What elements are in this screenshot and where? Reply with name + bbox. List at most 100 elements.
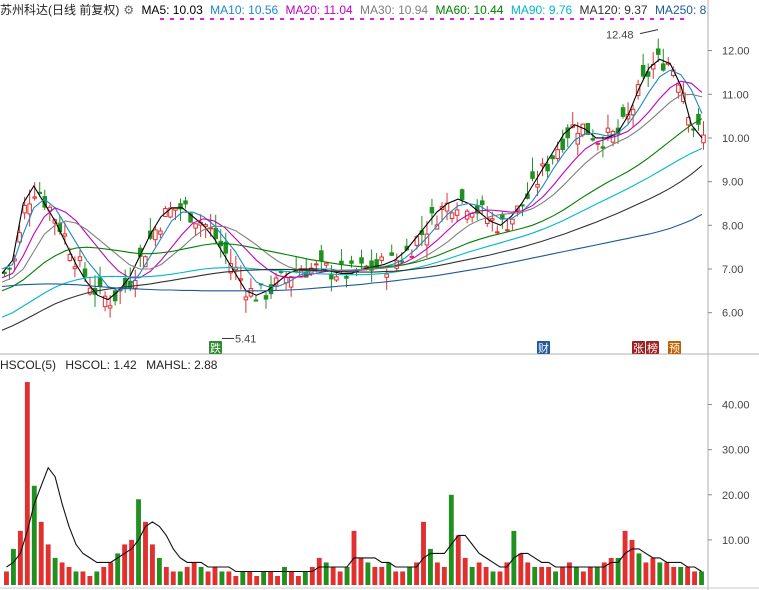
volume-bar bbox=[337, 571, 343, 585]
volume-bar bbox=[532, 566, 538, 585]
candle-body bbox=[620, 107, 626, 117]
volume-bar bbox=[601, 562, 607, 585]
candle-body bbox=[193, 223, 198, 229]
ma10-label: MA10: 10.56 bbox=[210, 3, 279, 17]
volume-bar bbox=[94, 571, 100, 585]
hscol-indicator-name: HSCOL(5) bbox=[0, 358, 57, 372]
volume-bar bbox=[497, 571, 503, 585]
volume-bar bbox=[295, 575, 301, 585]
ma250-label: MA250: 8. bbox=[654, 3, 710, 17]
volume-bar bbox=[289, 571, 294, 585]
candle-body bbox=[630, 108, 636, 116]
volume-bar bbox=[580, 571, 586, 585]
volume-bar bbox=[136, 499, 141, 585]
volume-bar bbox=[184, 566, 190, 585]
volume-bar bbox=[108, 562, 114, 585]
volume-bar bbox=[177, 571, 183, 585]
candle-body bbox=[223, 241, 229, 254]
candle-body bbox=[505, 229, 510, 232]
candle-body bbox=[243, 296, 249, 301]
candle-body bbox=[696, 113, 701, 125]
ma-line-ma60 bbox=[1, 118, 703, 292]
volume-bar bbox=[372, 566, 378, 585]
price-tick-label: 12.00 bbox=[722, 46, 750, 58]
candle-body bbox=[595, 142, 601, 145]
volume-bar bbox=[386, 562, 392, 585]
volume-bar bbox=[261, 571, 267, 585]
hscol-header: HSCOL(5) HSCOL: 1.42 MAHSL: 2.88 bbox=[0, 357, 223, 373]
candle-body bbox=[283, 276, 289, 284]
candle-body bbox=[188, 213, 193, 223]
candle-body bbox=[540, 163, 545, 167]
candle-body bbox=[7, 267, 12, 270]
ma120-label: MA120: 9.37 bbox=[579, 3, 648, 17]
volume-bar bbox=[643, 562, 649, 585]
volume-bar bbox=[400, 571, 406, 585]
volume-bar bbox=[163, 566, 169, 585]
volume-bar bbox=[462, 557, 468, 585]
candle-body bbox=[168, 207, 173, 218]
volume-bar bbox=[73, 571, 79, 585]
candle-body bbox=[399, 260, 405, 263]
volume-bar bbox=[671, 566, 677, 585]
candle-body bbox=[324, 262, 329, 266]
price-tick-label: 11.00 bbox=[722, 89, 749, 101]
volume-bar bbox=[4, 571, 9, 585]
volume-bar bbox=[191, 562, 197, 585]
volume-bar bbox=[233, 575, 239, 585]
volume-bar bbox=[379, 566, 385, 585]
volume-bar bbox=[101, 566, 107, 585]
high-arrow bbox=[639, 29, 659, 35]
volume-bar bbox=[622, 530, 628, 585]
candle-body bbox=[178, 203, 183, 210]
price-tick-label: 10.00 bbox=[722, 133, 750, 145]
stock-title: 苏州科达(日线 前复权) bbox=[0, 3, 120, 17]
candle-body bbox=[495, 231, 500, 234]
volume-bar bbox=[323, 562, 329, 585]
settings-gear-icon[interactable]: ⚙ bbox=[123, 3, 135, 17]
candle-body bbox=[253, 299, 259, 302]
event-badge-text: 榜 bbox=[647, 341, 658, 355]
volume-bar bbox=[344, 566, 350, 585]
ma20-label: MA20: 11.04 bbox=[285, 3, 353, 17]
volume-bar bbox=[52, 557, 58, 585]
candle-body bbox=[102, 295, 108, 308]
candle-body bbox=[590, 138, 596, 141]
candle-body bbox=[459, 189, 465, 200]
candle-body bbox=[580, 123, 586, 136]
volume-bar bbox=[428, 548, 433, 585]
y-axis-panel bbox=[708, 0, 759, 590]
candle-body bbox=[82, 268, 88, 277]
candle-body bbox=[344, 275, 349, 279]
volume-bar bbox=[80, 571, 86, 585]
volume-bar bbox=[573, 566, 579, 585]
volume-bar bbox=[587, 566, 593, 585]
volume-bar bbox=[650, 557, 656, 585]
volume-bar bbox=[129, 539, 135, 585]
volume-bar bbox=[553, 571, 558, 585]
volume-bar bbox=[567, 562, 572, 585]
volume-bar bbox=[156, 557, 162, 585]
volume-bar bbox=[692, 571, 698, 585]
candle-body bbox=[701, 134, 706, 144]
volume-tick-label: 30.00 bbox=[722, 445, 750, 457]
candle-body bbox=[384, 273, 389, 278]
volume-bar bbox=[560, 566, 565, 585]
event-badge-text: 跌 bbox=[210, 341, 221, 355]
volume-bar bbox=[664, 562, 670, 585]
volume-bar bbox=[226, 571, 232, 585]
candle-body bbox=[585, 123, 591, 135]
candle-body bbox=[530, 171, 535, 179]
candle-body bbox=[153, 229, 158, 241]
volume-bar bbox=[678, 566, 684, 585]
candle-body bbox=[173, 207, 178, 211]
candle-body bbox=[359, 257, 364, 264]
volume-bar bbox=[17, 530, 23, 585]
volume-bar bbox=[254, 575, 260, 585]
volume-bar bbox=[38, 521, 44, 585]
ma-line-ma250 bbox=[1, 213, 703, 292]
candle-body bbox=[27, 203, 32, 215]
event-badge bbox=[646, 341, 659, 354]
ma60-label: MA60: 10.44 bbox=[435, 3, 504, 17]
